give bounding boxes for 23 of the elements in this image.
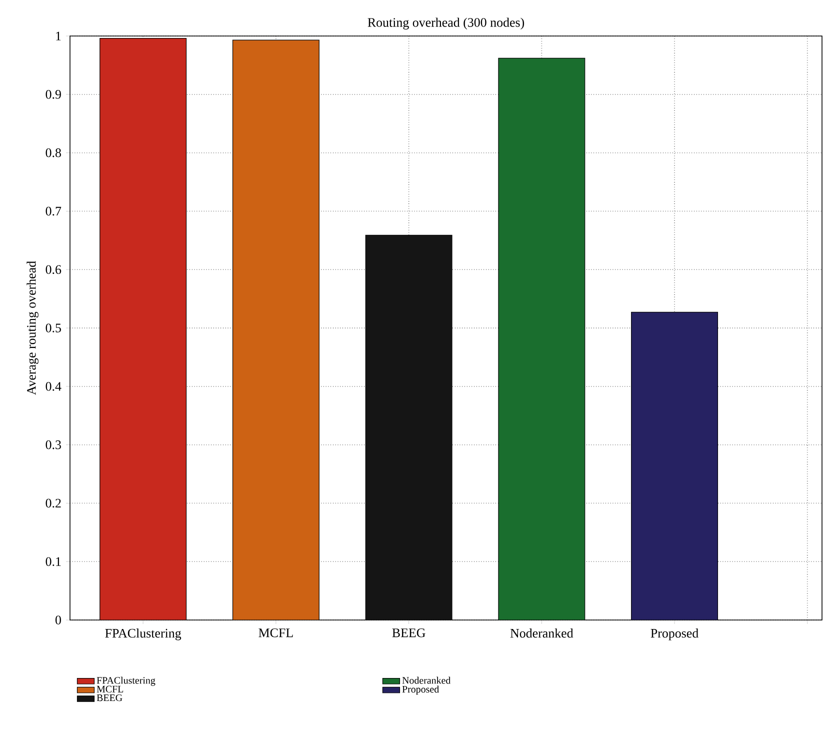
y-tick-label: 0.7 [46,206,62,216]
y-tick-label: 0.6 [46,265,62,274]
x-tick-label: BEEG [392,628,426,638]
y-tick-label: 0.1 [46,557,61,566]
y-tick-label: 1 [56,32,61,40]
y-tick-label: 0.4 [46,382,62,391]
legend-label: Noderanked [402,676,451,684]
legend-label: MCFL [96,686,124,692]
y-tick-label: 0 [56,616,61,624]
legend-label: BEEG [96,694,122,702]
legend-label: Proposed [402,686,439,695]
y-tick-label: 0.5 [46,324,61,332]
y-tick-label: 0.3 [46,440,61,450]
chart-title: Routing overhead (300 nodes) [368,18,524,30]
legend-label: FPAClustering [96,676,156,686]
y-tick-label: 0.2 [46,498,61,508]
x-tick-label: Proposed [650,628,698,640]
y-tick-label: 0.9 [46,90,61,99]
x-tick-label: MCFL [258,628,293,638]
y-tick-label: 0.8 [46,148,61,158]
x-tick-label: FPAClustering [105,628,182,640]
x-tick-label: Noderanked [510,628,574,638]
y-axis-title: Average routing overhead [26,261,38,395]
